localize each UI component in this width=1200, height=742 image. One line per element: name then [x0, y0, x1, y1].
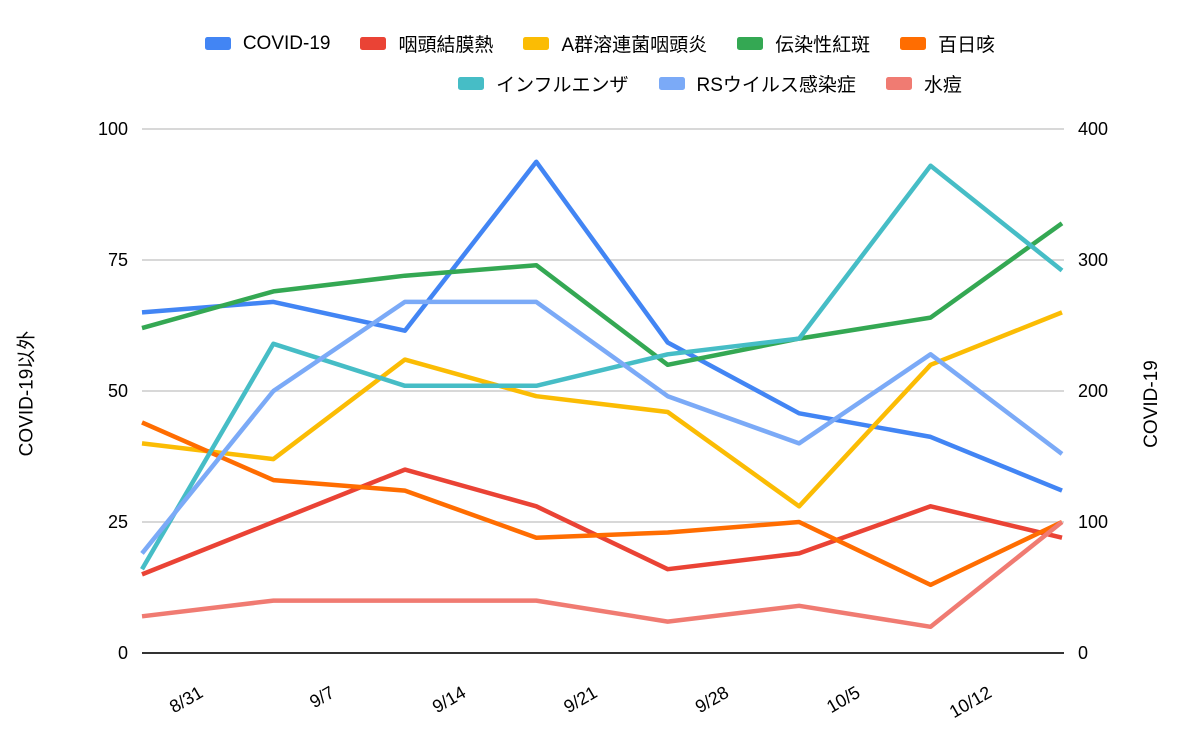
right-axis-tick-label: 0	[1078, 643, 1088, 663]
series-line-6	[140, 299, 1064, 555]
legend-swatch-icon	[360, 37, 387, 50]
x-axis-tick-label: 9/14	[429, 682, 469, 717]
x-axis-tick-label: 8/31	[166, 682, 206, 717]
legend-item-1[interactable]: 咽頭結膜熱	[360, 30, 493, 57]
legend-swatch-icon	[458, 77, 485, 90]
legend-item-label: 百日咳	[938, 35, 996, 56]
legend-item-0[interactable]: COVID-19	[204, 32, 331, 55]
legend-item-label: インフルエンザ	[496, 75, 629, 96]
left-axis-tick-label: 0	[118, 643, 128, 663]
legend-item-7[interactable]: 水痘	[885, 70, 962, 97]
legend-swatch-icon	[885, 77, 912, 90]
legend-item-5[interactable]: インフルエンザ	[458, 70, 629, 97]
x-axis-tick-label: 9/21	[560, 682, 600, 717]
series-line-3	[141, 221, 1064, 368]
right-axis-tick-label: 100	[1078, 512, 1108, 532]
legend-swatch-icon	[204, 37, 231, 50]
left-axis-tick-label: 75	[108, 250, 128, 270]
legend-item-6[interactable]: RSウイルス感染症	[658, 70, 856, 97]
series-line-2	[141, 310, 1063, 509]
legend-item-4[interactable]: 百日咳	[900, 30, 995, 57]
left-axis-tick-label: 50	[108, 381, 128, 401]
x-axis-tick-label: 9/28	[692, 682, 732, 717]
legend-item-label: 伝染性紅斑	[775, 35, 871, 56]
legend-row-1: COVID-19 咽頭結膜熱 A群溶連菌咽頭炎 伝染性紅斑 百日咳	[0, 30, 1200, 57]
series-line-5	[140, 163, 1064, 571]
x-axis-tick-label: 10/12	[946, 682, 995, 722]
right-axis-tick-label: 400	[1078, 119, 1108, 139]
series-line-0	[141, 159, 1063, 493]
series-line-1	[141, 467, 1063, 577]
legend-item-label: 水痘	[923, 75, 962, 96]
x-axis-tick-label: 9/7	[306, 682, 338, 712]
legend-swatch-icon	[523, 37, 550, 50]
legend-row-2: インフルエンザ RSウイルス感染症 水痘	[110, 70, 1200, 97]
left-axis-tick-label: 100	[98, 119, 128, 139]
legend-item-3[interactable]: 伝染性紅斑	[737, 30, 870, 57]
legend-item-2[interactable]: A群溶連菌咽頭炎	[523, 30, 707, 57]
x-axis-tick-label: 10/5	[823, 682, 863, 717]
legend-item-label: RSウイルス感染症	[696, 75, 856, 96]
series-line-4	[141, 420, 1063, 588]
right-axis-tick-label: 200	[1078, 381, 1108, 401]
legend-item-label: 咽頭結膜熱	[398, 35, 494, 56]
legend-item-label: COVID-19	[242, 32, 331, 54]
legend-item-label: A群溶連菌咽頭炎	[561, 35, 708, 56]
legend-swatch-icon	[737, 37, 764, 50]
right-axis-tick-label: 300	[1078, 250, 1108, 270]
left-axis-tick-label: 25	[108, 512, 128, 532]
legend-swatch-icon	[900, 37, 927, 50]
legend-swatch-icon	[658, 77, 685, 90]
series-line-7	[141, 520, 1064, 630]
